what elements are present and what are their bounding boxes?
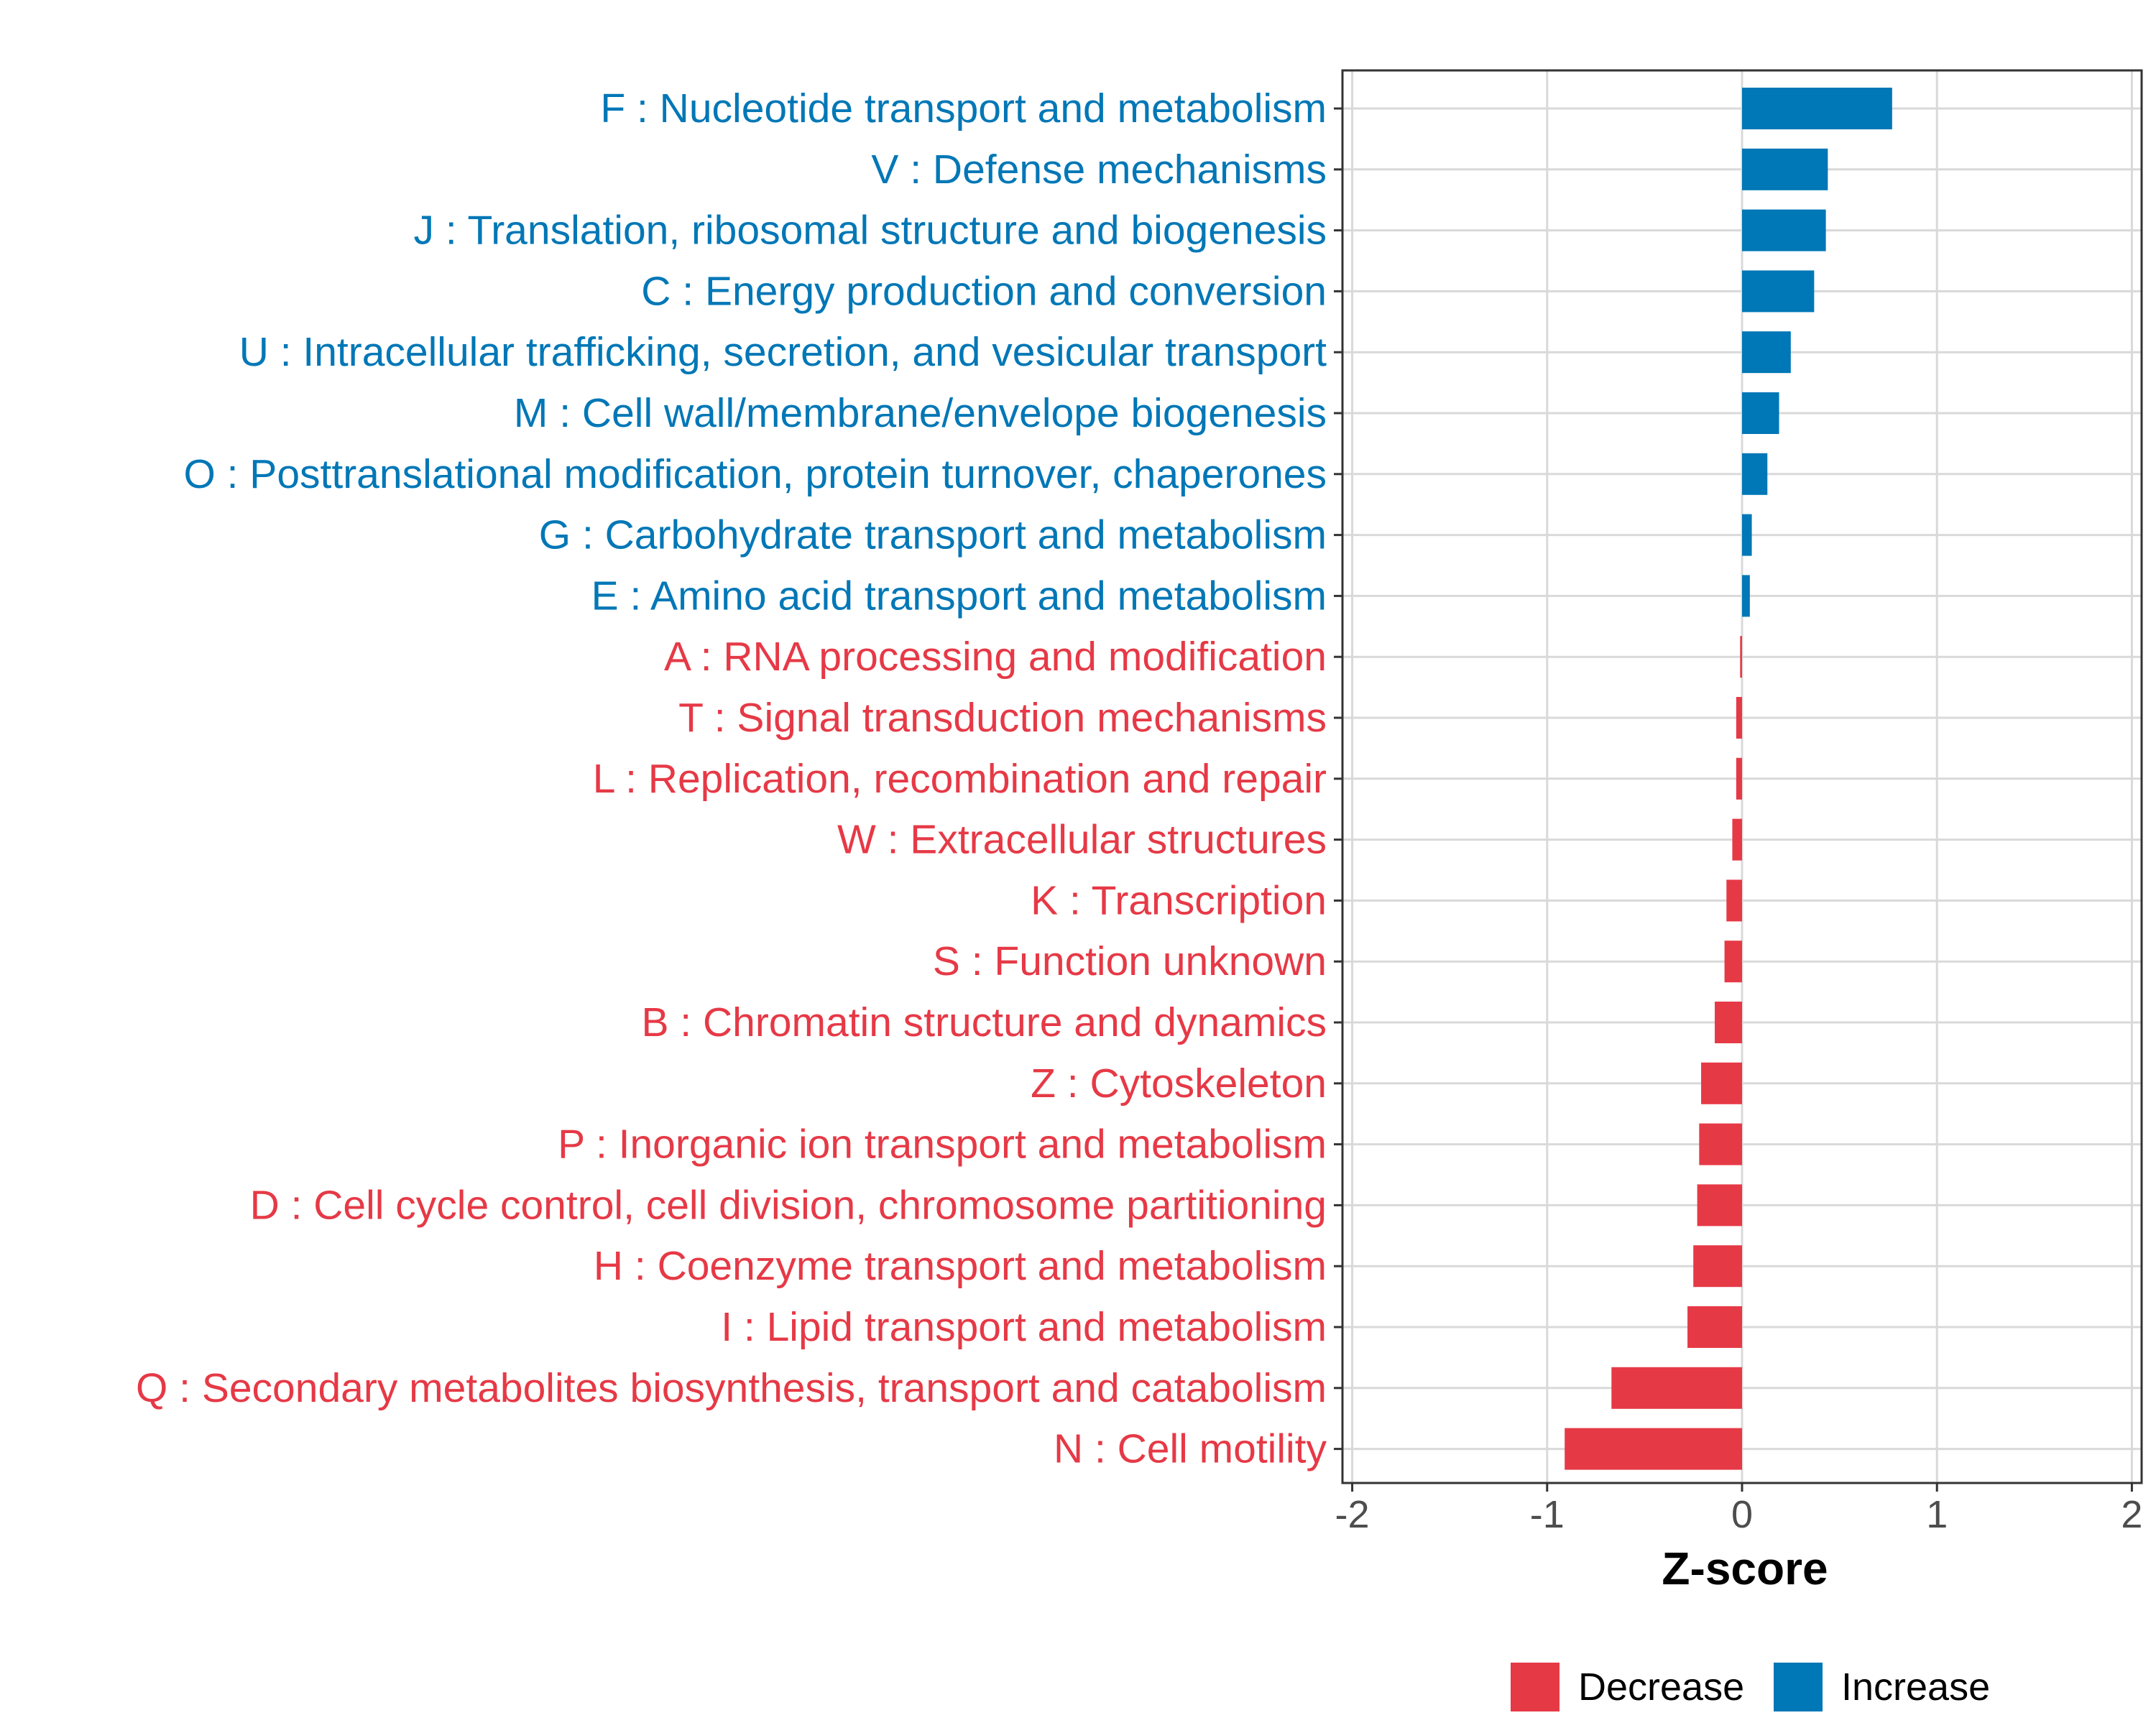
y-tick-label: S : Function unknown (933, 938, 1327, 984)
x-tick-label: -2 (1335, 1493, 1370, 1536)
y-tick-label: D : Cell cycle control, cell division, c… (250, 1182, 1327, 1228)
y-tick-label: P : Inorganic ion transport and metaboli… (558, 1122, 1327, 1168)
x-tick-label: 0 (1731, 1493, 1753, 1536)
y-tick-label: L : Replication, recombination and repai… (593, 756, 1327, 802)
y-tick-label: H : Coenzyme transport and metabolism (594, 1243, 1327, 1289)
legend: Decrease Increase (1511, 1663, 1990, 1711)
bar (1742, 514, 1752, 556)
x-axis-title: Z-score (1662, 1543, 1828, 1594)
x-tick-label: -1 (1530, 1493, 1565, 1536)
y-tick-label: U : Intracellular trafficking, secretion… (239, 329, 1327, 375)
legend-label-decrease: Decrease (1578, 1665, 1744, 1709)
y-tick-label: B : Chromatin structure and dynamics (641, 999, 1327, 1045)
bar (1611, 1367, 1742, 1409)
bar (1742, 270, 1815, 313)
bar (1742, 331, 1791, 374)
bar (1742, 209, 1826, 251)
bar (1693, 1245, 1742, 1288)
y-tick-label: M : Cell wall/membrane/envelope biogenes… (514, 390, 1327, 436)
y-tick-label: O : Posttranslational modification, prot… (183, 451, 1327, 497)
bar (1736, 697, 1742, 739)
bar (1715, 1002, 1742, 1043)
y-tick-label: T : Signal transduction mechanisms (678, 695, 1327, 741)
bar (1701, 1062, 1742, 1104)
y-tick-label: F : Nucleotide transport and metabolism (600, 86, 1327, 131)
y-tick-label: I : Lipid transport and metabolism (721, 1304, 1327, 1350)
bar (1697, 1184, 1742, 1226)
y-tick-label: J : Translation, ribosomal structure and… (414, 208, 1327, 254)
y-tick-label: E : Amino acid transport and metabolism (591, 573, 1327, 619)
x-axis: -2 -1 0 1 2 (1335, 1483, 2142, 1536)
y-tick-label: Q : Secondary metabolites biosynthesis, … (136, 1365, 1327, 1411)
legend-key-decrease (1511, 1663, 1560, 1711)
bar (1726, 879, 1742, 922)
bar (1724, 941, 1742, 983)
y-tick-label: V : Defense mechanisms (871, 147, 1327, 193)
legend-label-increase: Increase (1841, 1665, 1990, 1709)
x-tick-label: 1 (1926, 1493, 1948, 1536)
y-tick-label: G : Carbohydrate transport and metabolis… (539, 512, 1327, 558)
y-tick-label: C : Energy production and conversion (641, 268, 1327, 314)
bar (1742, 88, 1892, 129)
bars (1565, 88, 1892, 1470)
bar (1699, 1123, 1742, 1165)
bar (1742, 148, 1828, 190)
y-tick-label: Z : Cytoskeleton (1031, 1061, 1327, 1106)
y-tick-label: A : RNA processing and modification (664, 634, 1327, 680)
x-tick-label: 2 (2121, 1493, 2142, 1536)
bar (1565, 1428, 1742, 1470)
y-tick-label: K : Transcription (1031, 877, 1327, 923)
y-axis: F : Nucleotide transport and metabolism V… (136, 86, 1342, 1472)
legend-key-increase (1774, 1663, 1823, 1711)
y-tick-label: W : Extracellular structures (837, 817, 1327, 863)
bar (1742, 392, 1779, 434)
bar (1687, 1306, 1742, 1348)
bar (1742, 575, 1750, 617)
y-tick-label: N : Cell motility (1054, 1426, 1327, 1472)
bar (1742, 453, 1768, 495)
bar (1740, 636, 1742, 678)
bar (1736, 757, 1742, 800)
bar (1732, 818, 1742, 861)
